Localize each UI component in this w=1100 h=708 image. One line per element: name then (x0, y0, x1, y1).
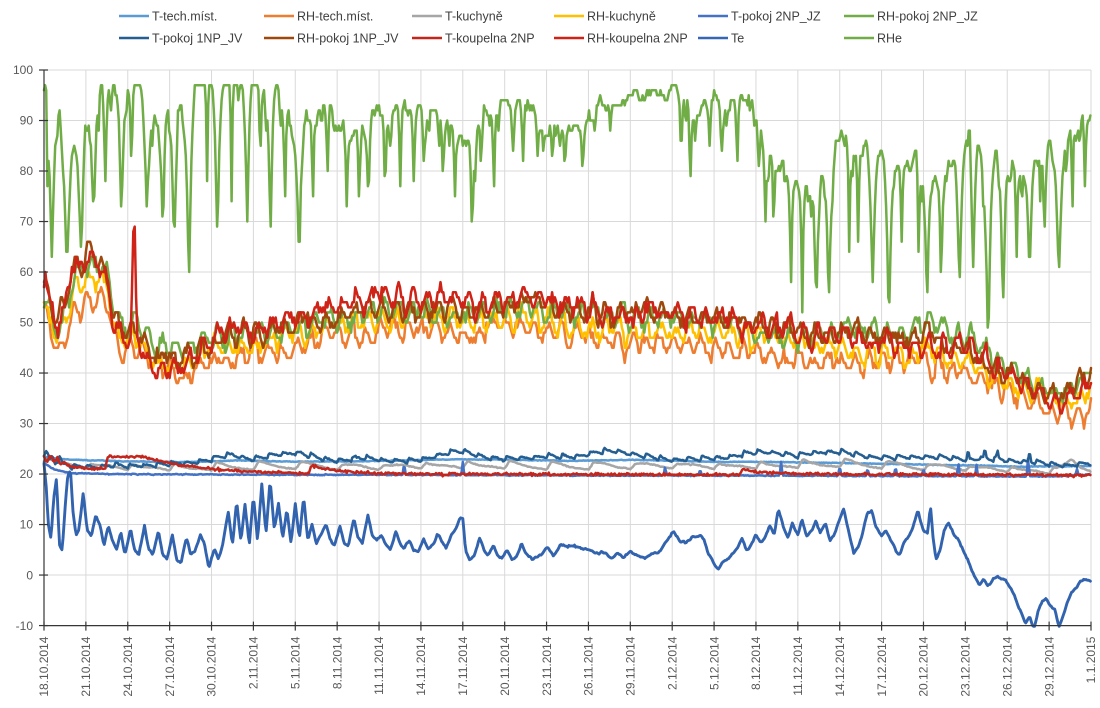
svg-text:20.11.2014: 20.11.2014 (498, 636, 512, 695)
svg-text:50: 50 (20, 316, 34, 330)
svg-text:17.12.2014: 17.12.2014 (875, 636, 889, 696)
svg-text:T-kuchyně: T-kuchyně (445, 9, 503, 23)
svg-text:27.10.2014: 27.10.2014 (163, 636, 177, 696)
svg-text:30: 30 (20, 417, 34, 431)
svg-text:29.11.2014: 29.11.2014 (624, 636, 638, 695)
svg-text:T-koupelna 2NP: T-koupelna 2NP (445, 31, 535, 45)
svg-text:T-tech.míst.: T-tech.míst. (152, 9, 217, 23)
svg-text:RHe: RHe (877, 31, 902, 45)
svg-text:70: 70 (20, 215, 34, 229)
svg-text:14.12.2014: 14.12.2014 (833, 636, 847, 696)
svg-text:RH-pokoj 2NP_JZ: RH-pokoj 2NP_JZ (877, 9, 978, 23)
svg-text:14.11.2014: 14.11.2014 (414, 636, 428, 695)
svg-text:17.11.2014: 17.11.2014 (456, 636, 470, 695)
svg-text:T-pokoj 1NP_JV: T-pokoj 1NP_JV (152, 31, 243, 45)
svg-text:20: 20 (20, 467, 34, 481)
svg-text:2.12.2014: 2.12.2014 (665, 636, 679, 690)
svg-text:60: 60 (20, 265, 34, 279)
svg-text:23.12.2014: 23.12.2014 (959, 636, 973, 696)
svg-text:80: 80 (20, 164, 34, 178)
svg-text:90: 90 (20, 114, 34, 128)
svg-text:2.11.2014: 2.11.2014 (247, 636, 261, 689)
svg-text:21.10.2014: 21.10.2014 (79, 636, 93, 696)
svg-text:29.12.2014: 29.12.2014 (1042, 636, 1056, 696)
svg-text:30.10.2014: 30.10.2014 (205, 636, 219, 696)
svg-text:40: 40 (20, 366, 34, 380)
svg-text:8.11.2014: 8.11.2014 (330, 636, 344, 689)
svg-text:26.12.2014: 26.12.2014 (1000, 636, 1014, 696)
svg-text:100: 100 (13, 63, 33, 77)
svg-text:11.11.2014: 11.11.2014 (372, 636, 386, 695)
svg-text:0: 0 (26, 568, 33, 582)
svg-text:18.10.2014: 18.10.2014 (37, 636, 51, 696)
svg-text:8.12.2014: 8.12.2014 (749, 636, 763, 690)
svg-text:RH-pokoj 1NP_JV: RH-pokoj 1NP_JV (297, 31, 399, 45)
svg-text:11.12.2014: 11.12.2014 (791, 636, 805, 695)
svg-text:10: 10 (20, 518, 34, 532)
svg-text:-10: -10 (16, 619, 34, 633)
svg-text:RH-tech.míst.: RH-tech.míst. (297, 9, 373, 23)
svg-text:23.11.2014: 23.11.2014 (540, 636, 554, 695)
svg-text:24.10.2014: 24.10.2014 (121, 636, 135, 696)
svg-text:20.12.2014: 20.12.2014 (917, 636, 931, 696)
svg-text:RH-kuchyně: RH-kuchyně (587, 9, 656, 23)
svg-text:Te: Te (731, 31, 744, 45)
svg-text:1.1.2015: 1.1.2015 (1084, 636, 1098, 683)
svg-text:RH-koupelna 2NP: RH-koupelna 2NP (587, 31, 688, 45)
svg-text:26.11.2014: 26.11.2014 (582, 636, 596, 695)
svg-text:5.12.2014: 5.12.2014 (707, 636, 721, 690)
svg-text:T-pokoj 2NP_JZ: T-pokoj 2NP_JZ (731, 9, 821, 23)
svg-text:5.11.2014: 5.11.2014 (289, 636, 303, 689)
